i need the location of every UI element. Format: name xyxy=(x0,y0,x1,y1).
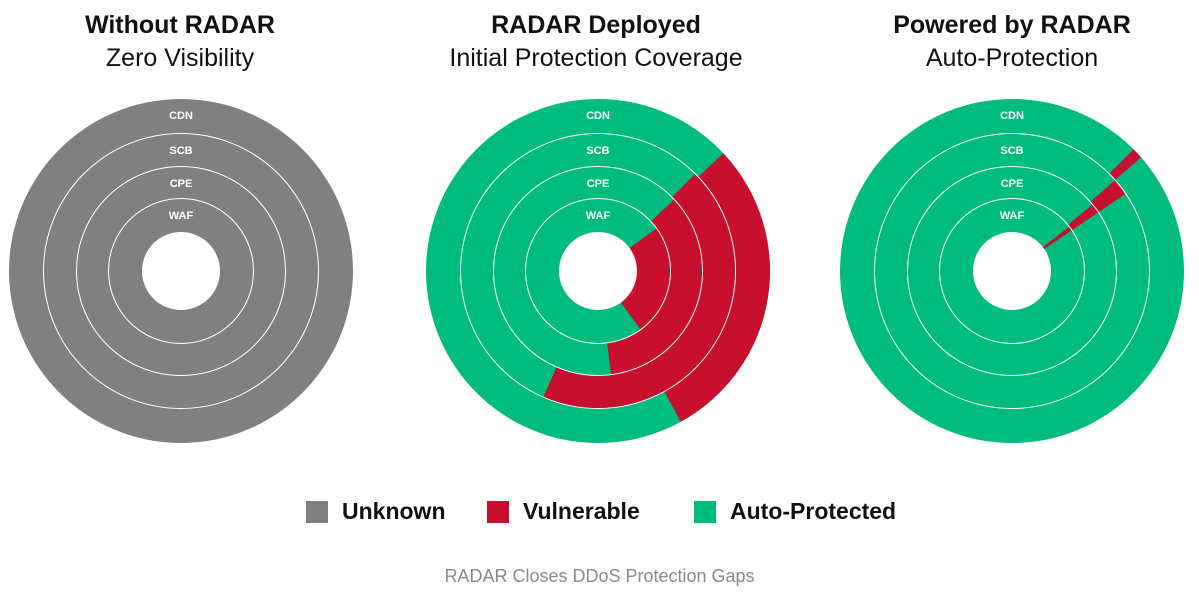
panel-title-radar-deployed: RADAR Deployed Initial Protection Covera… xyxy=(396,8,796,74)
ring-cdn-vulnerable-segment xyxy=(664,153,771,422)
chart-subtitle: Auto-Protection xyxy=(925,44,1099,72)
ring-label-cpe: CPE xyxy=(587,178,610,190)
ring-label-cpe: CPE xyxy=(1001,178,1024,190)
donut-chart-2: CDN SCB CPE WAF xyxy=(840,99,1184,443)
legend: Unknown Vulnerable Auto-Protected xyxy=(0,498,1199,532)
legend-swatch-auto-protected xyxy=(694,500,716,523)
donut-chart-1: CDN SCB CPE WAF xyxy=(426,99,771,443)
chart-subtitle: Zero Visibility xyxy=(105,44,255,72)
chart-title: Powered by RADAR xyxy=(893,11,1131,39)
ring-cdn-vulnerable-segment xyxy=(1108,149,1142,181)
ring-waf-auto-protected-segment xyxy=(940,199,1084,343)
ring-cpe-auto-protected-segment xyxy=(908,167,1116,375)
legend-item-auto-protected: Auto-Protected xyxy=(694,498,896,525)
chart-subtitle: Initial Protection Coverage xyxy=(449,44,743,72)
ring-waf-unknown-segment xyxy=(109,199,253,343)
legend-swatch-unknown xyxy=(306,500,328,523)
panel-title-powered-by-radar: Powered by RADAR Auto-Protection xyxy=(812,8,1199,74)
donut-chart-0: CDN SCB CPE WAF xyxy=(9,99,353,443)
ring-waf-vulnerable-segment xyxy=(1042,226,1072,250)
ring-label-cdn: CDN xyxy=(586,110,610,122)
ring-label-waf: WAF xyxy=(169,210,194,222)
ring-label-waf: WAF xyxy=(586,210,611,222)
legend-label: Vulnerable xyxy=(523,498,640,524)
ring-label-cdn: CDN xyxy=(1000,110,1024,122)
ring-label-scb: SCB xyxy=(169,145,192,157)
legend-item-vulnerable: Vulnerable xyxy=(487,498,640,525)
ring-scb-vulnerable-segment xyxy=(543,174,736,409)
ring-label-scb: SCB xyxy=(1000,145,1023,157)
ring-label-scb: SCB xyxy=(586,145,609,157)
donut-hole xyxy=(143,233,219,309)
legend-label: Unknown xyxy=(342,498,446,524)
caption: RADAR Closes DDoS Protection Gaps xyxy=(444,566,755,586)
ring-cpe-vulnerable-segment xyxy=(1067,204,1099,231)
ring-scb-vulnerable-segment xyxy=(1090,180,1126,213)
panel-title-without-radar: Without RADAR Zero Visibility xyxy=(0,8,380,74)
legend-item-unknown: Unknown xyxy=(306,498,446,525)
ring-label-waf: WAF xyxy=(1000,210,1025,222)
ring-label-cpe: CPE xyxy=(170,178,193,190)
chart-title: RADAR Deployed xyxy=(491,11,701,39)
chart-title: Without RADAR xyxy=(84,11,275,39)
legend-swatch-vulnerable xyxy=(487,500,509,523)
donut-hole xyxy=(974,233,1050,309)
legend-label: Auto-Protected xyxy=(730,498,897,524)
ring-cpe-vulnerable-segment xyxy=(607,199,703,375)
donut-hole xyxy=(560,233,636,309)
ring-cpe-unknown-segment xyxy=(77,167,285,375)
ring-label-cdn: CDN xyxy=(169,110,193,122)
